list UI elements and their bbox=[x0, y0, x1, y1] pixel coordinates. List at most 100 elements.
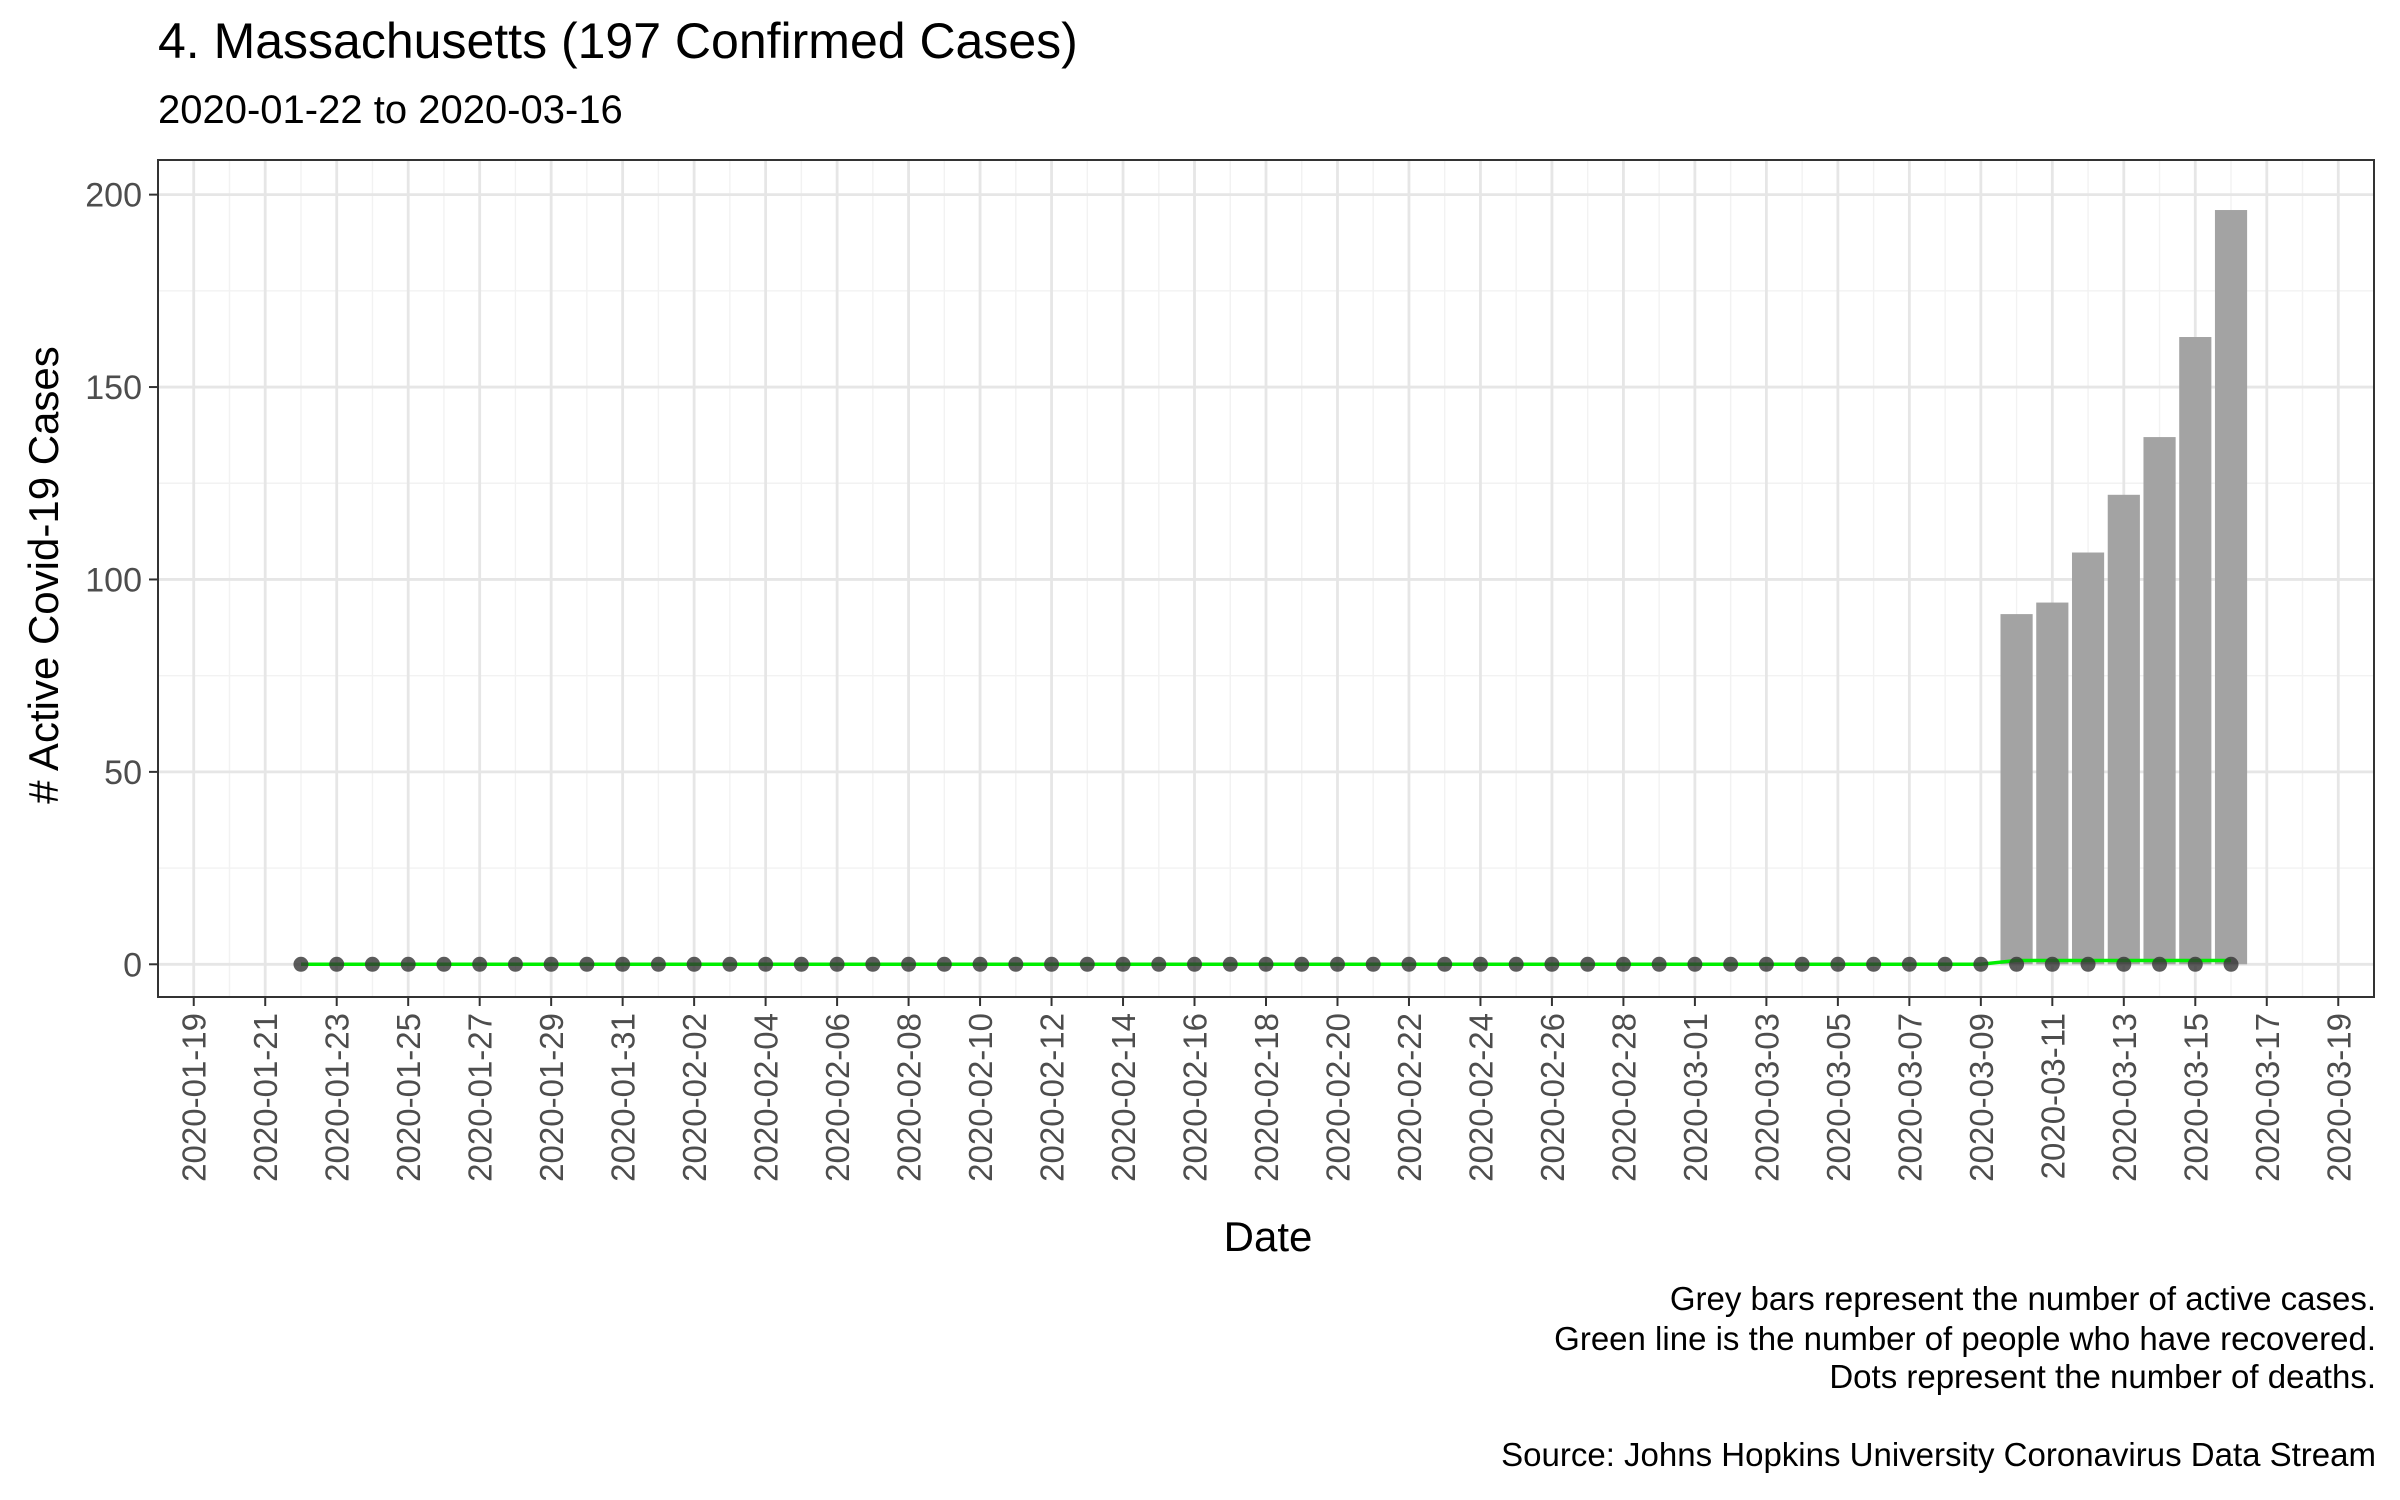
death-point bbox=[829, 956, 845, 972]
x-tick-label: 2020-01-23 bbox=[319, 1013, 356, 1182]
active-cases-bar bbox=[2000, 614, 2033, 965]
death-point bbox=[2187, 956, 2203, 972]
y-tick-label: 150 bbox=[85, 369, 142, 407]
death-point bbox=[364, 956, 380, 972]
death-point bbox=[1580, 956, 1596, 972]
x-tick-label: 2020-01-19 bbox=[176, 1013, 213, 1182]
death-point bbox=[650, 956, 666, 972]
x-tick-label: 2020-02-28 bbox=[1605, 1013, 1642, 1182]
death-point bbox=[1866, 956, 1882, 972]
death-point bbox=[329, 956, 345, 972]
x-tick-label: 2020-03-15 bbox=[2177, 1013, 2214, 1182]
death-point bbox=[1222, 956, 1238, 972]
active-cases-bar bbox=[2071, 552, 2105, 965]
active-cases-bar bbox=[2179, 337, 2212, 965]
death-point bbox=[1937, 956, 1953, 972]
chart-subtitle: 2020-01-22 to 2020-03-16 bbox=[158, 88, 623, 132]
death-point bbox=[1294, 956, 1310, 972]
death-point bbox=[1115, 956, 1131, 972]
x-tick-label: 2020-02-10 bbox=[962, 1013, 999, 1182]
caption-bars: Grey bars represent the number of active… bbox=[1669, 1280, 2376, 1317]
death-point bbox=[2152, 956, 2168, 972]
x-tick-label: 2020-01-31 bbox=[605, 1013, 642, 1182]
x-tick-label: 2020-02-18 bbox=[1248, 1013, 1285, 1182]
death-point bbox=[1044, 956, 1060, 972]
x-tick-label: 2020-03-11 bbox=[2034, 1013, 2071, 1179]
death-point bbox=[1830, 956, 1846, 972]
death-point bbox=[901, 956, 917, 972]
death-point bbox=[436, 956, 452, 972]
x-tick-label: 2020-02-12 bbox=[1034, 1013, 1071, 1182]
active-cases-bar bbox=[2107, 494, 2140, 965]
x-tick-label: 2020-03-09 bbox=[1963, 1013, 2000, 1182]
x-tick-label: 2020-03-13 bbox=[2106, 1013, 2143, 1182]
death-point bbox=[2009, 956, 2025, 972]
death-point bbox=[2223, 956, 2239, 972]
x-tick-label: 2020-01-21 bbox=[247, 1013, 284, 1182]
x-tick-label: 2020-03-03 bbox=[1748, 1013, 1785, 1182]
x-tick-label: 2020-01-29 bbox=[533, 1013, 570, 1182]
active-cases-bar bbox=[2214, 210, 2248, 965]
x-tick-label: 2020-02-26 bbox=[1534, 1013, 1571, 1182]
x-tick-label: 2020-02-04 bbox=[748, 1013, 785, 1182]
death-point bbox=[507, 956, 523, 972]
death-point bbox=[579, 956, 595, 972]
x-tick-label: 2020-03-05 bbox=[1820, 1013, 1857, 1182]
x-tick-label: 2020-03-17 bbox=[2249, 1013, 2286, 1182]
death-point bbox=[1544, 956, 1560, 972]
death-point bbox=[1401, 956, 1417, 972]
death-point bbox=[793, 956, 809, 972]
death-point bbox=[1973, 956, 1989, 972]
y-tick-label: 200 bbox=[85, 177, 142, 215]
active-cases-bar bbox=[2143, 437, 2176, 965]
axes-layer: 0 50 100 150 200 2020-01-19 2020-01-21 2020-01-… bbox=[85, 159, 2375, 1182]
death-point bbox=[686, 956, 702, 972]
death-point bbox=[1437, 956, 1453, 972]
death-point bbox=[472, 956, 488, 972]
death-point bbox=[400, 956, 416, 972]
caption-dots: Dots represent the number of deaths. bbox=[1829, 1358, 2376, 1395]
death-point bbox=[1723, 956, 1739, 972]
caption-line: Green line is the number of people who h… bbox=[1554, 1320, 2376, 1357]
y-tick-label: 0 bbox=[123, 946, 142, 984]
y-tick-label: 100 bbox=[85, 561, 142, 599]
x-tick-label: 2020-02-22 bbox=[1391, 1013, 1428, 1182]
x-tick-label: 2020-01-27 bbox=[462, 1013, 499, 1182]
death-point bbox=[2116, 956, 2132, 972]
active-cases-bar bbox=[2036, 602, 2069, 965]
chart-title: 4. Massachusetts (197 Confirmed Cases) bbox=[158, 13, 1078, 69]
y-axis-title: # Active Covid-19 Cases bbox=[20, 346, 67, 804]
x-tick-label: 2020-02-06 bbox=[819, 1013, 856, 1182]
x-axis-title: Date bbox=[1224, 1213, 1313, 1260]
death-point bbox=[1508, 956, 1524, 972]
death-point bbox=[2080, 956, 2096, 972]
death-point bbox=[1365, 956, 1381, 972]
death-point bbox=[1615, 956, 1631, 972]
x-tick-label: 2020-03-19 bbox=[2320, 1013, 2357, 1182]
death-point bbox=[1901, 956, 1917, 972]
death-point bbox=[615, 956, 631, 972]
death-point bbox=[865, 956, 881, 972]
death-point bbox=[1329, 956, 1345, 972]
x-tick-label: 2020-02-14 bbox=[1105, 1013, 1142, 1182]
x-tick-label: 2020-02-24 bbox=[1462, 1013, 1499, 1182]
death-point bbox=[543, 956, 559, 972]
x-tick-label: 2020-02-16 bbox=[1177, 1013, 1214, 1182]
x-tick-label: 2020-03-07 bbox=[1891, 1013, 1928, 1182]
x-tick-label: 2020-03-01 bbox=[1677, 1013, 1714, 1182]
death-point bbox=[1079, 956, 1095, 972]
bars-layer bbox=[2000, 210, 2248, 965]
death-point bbox=[1258, 956, 1274, 972]
death-point bbox=[1651, 956, 1667, 972]
death-point bbox=[722, 956, 738, 972]
death-point bbox=[972, 956, 988, 972]
death-point bbox=[936, 956, 952, 972]
caption-source: Source: Johns Hopkins University Coronav… bbox=[1501, 1436, 2376, 1473]
death-point bbox=[1008, 956, 1024, 972]
death-point bbox=[1151, 956, 1167, 972]
death-point bbox=[1187, 956, 1203, 972]
deaths-points-layer bbox=[293, 956, 2239, 972]
death-point bbox=[293, 956, 309, 972]
x-tick-label: 2020-02-20 bbox=[1319, 1013, 1356, 1182]
